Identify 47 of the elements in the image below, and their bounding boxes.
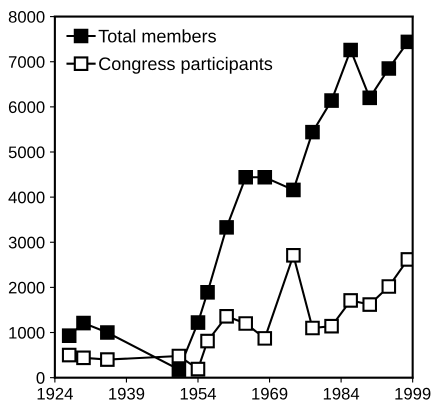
point <box>324 318 339 334</box>
y-tick-label: 6000 <box>8 101 45 114</box>
y-tick-label: 5000 <box>8 146 45 158</box>
x-tick-label: 1969 <box>252 388 288 400</box>
point <box>362 90 378 106</box>
point <box>382 279 396 294</box>
x-tick-label: 1939 <box>109 388 144 400</box>
legend-label: Total members <box>98 29 216 42</box>
point <box>286 248 301 263</box>
point <box>382 61 396 76</box>
point <box>172 348 186 364</box>
y-tick-label: 0 <box>36 372 44 384</box>
y-tick-label: 1000 <box>9 326 45 339</box>
point <box>200 334 215 348</box>
y-tick-label: 7000 <box>8 56 45 68</box>
y-tick-label: 3000 <box>8 236 45 248</box>
point <box>219 308 234 324</box>
point <box>343 293 358 308</box>
point <box>362 297 378 312</box>
point <box>62 328 76 343</box>
point <box>76 350 91 366</box>
point <box>190 315 206 330</box>
point <box>305 320 320 336</box>
point <box>172 362 186 377</box>
point <box>76 316 91 330</box>
point <box>305 124 320 140</box>
x-tick-label: 1954 <box>180 388 216 400</box>
point <box>257 331 272 346</box>
point <box>286 182 301 198</box>
point <box>190 362 206 376</box>
point <box>200 285 215 300</box>
point <box>62 348 76 362</box>
point <box>238 170 253 185</box>
x-tick-label: 1924 <box>38 388 73 400</box>
point <box>219 220 234 235</box>
y-tick-label: 4000 <box>8 192 45 204</box>
y-tick-label: 8000 <box>8 11 45 23</box>
point <box>257 170 272 185</box>
point <box>100 325 115 340</box>
x-tick-label: 1984 <box>324 388 360 400</box>
point <box>100 352 115 367</box>
x-tick-label: 1999 <box>395 388 430 400</box>
point <box>324 93 339 108</box>
point <box>238 316 253 331</box>
legend-label: Congress participants <box>99 56 272 74</box>
point <box>343 42 358 58</box>
y-tick-label: 2000 <box>8 282 45 294</box>
